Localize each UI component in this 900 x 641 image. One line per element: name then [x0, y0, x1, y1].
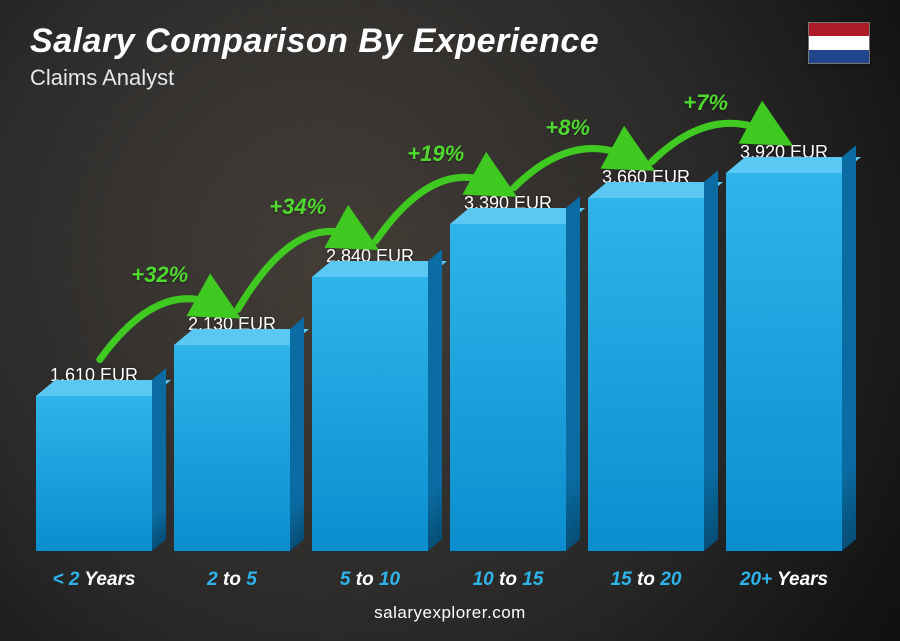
country-flag-icon	[808, 22, 870, 64]
pct-increase-label: +7%	[683, 90, 728, 116]
x-axis-label: 20+ Years	[726, 569, 842, 591]
x-axis-label: < 2 Years	[36, 569, 152, 591]
x-axis-label: 15 to 20	[588, 569, 704, 591]
x-axis-label: 5 to 10	[312, 569, 428, 591]
increase-arrow	[30, 99, 870, 551]
chart-area: Average Monthly Salary 1,610 EUR 2,130 E…	[30, 99, 870, 551]
flag-stripe-1	[809, 23, 869, 36]
x-axis: < 2 Years 2 to 5 5 to 10 10 to 15 15 to 20 20…	[30, 569, 848, 591]
x-axis-label: 2 to 5	[174, 569, 290, 591]
header: Salary Comparison By Experience Claims A…	[30, 22, 870, 91]
footer-credit: salaryexplorer.com	[30, 603, 870, 623]
x-axis-label: 10 to 15	[450, 569, 566, 591]
chart-subtitle: Claims Analyst	[30, 65, 599, 91]
flag-stripe-3	[809, 50, 869, 63]
chart-title: Salary Comparison By Experience	[30, 22, 599, 61]
chart-container: Salary Comparison By Experience Claims A…	[0, 0, 900, 641]
flag-stripe-2	[809, 36, 869, 49]
